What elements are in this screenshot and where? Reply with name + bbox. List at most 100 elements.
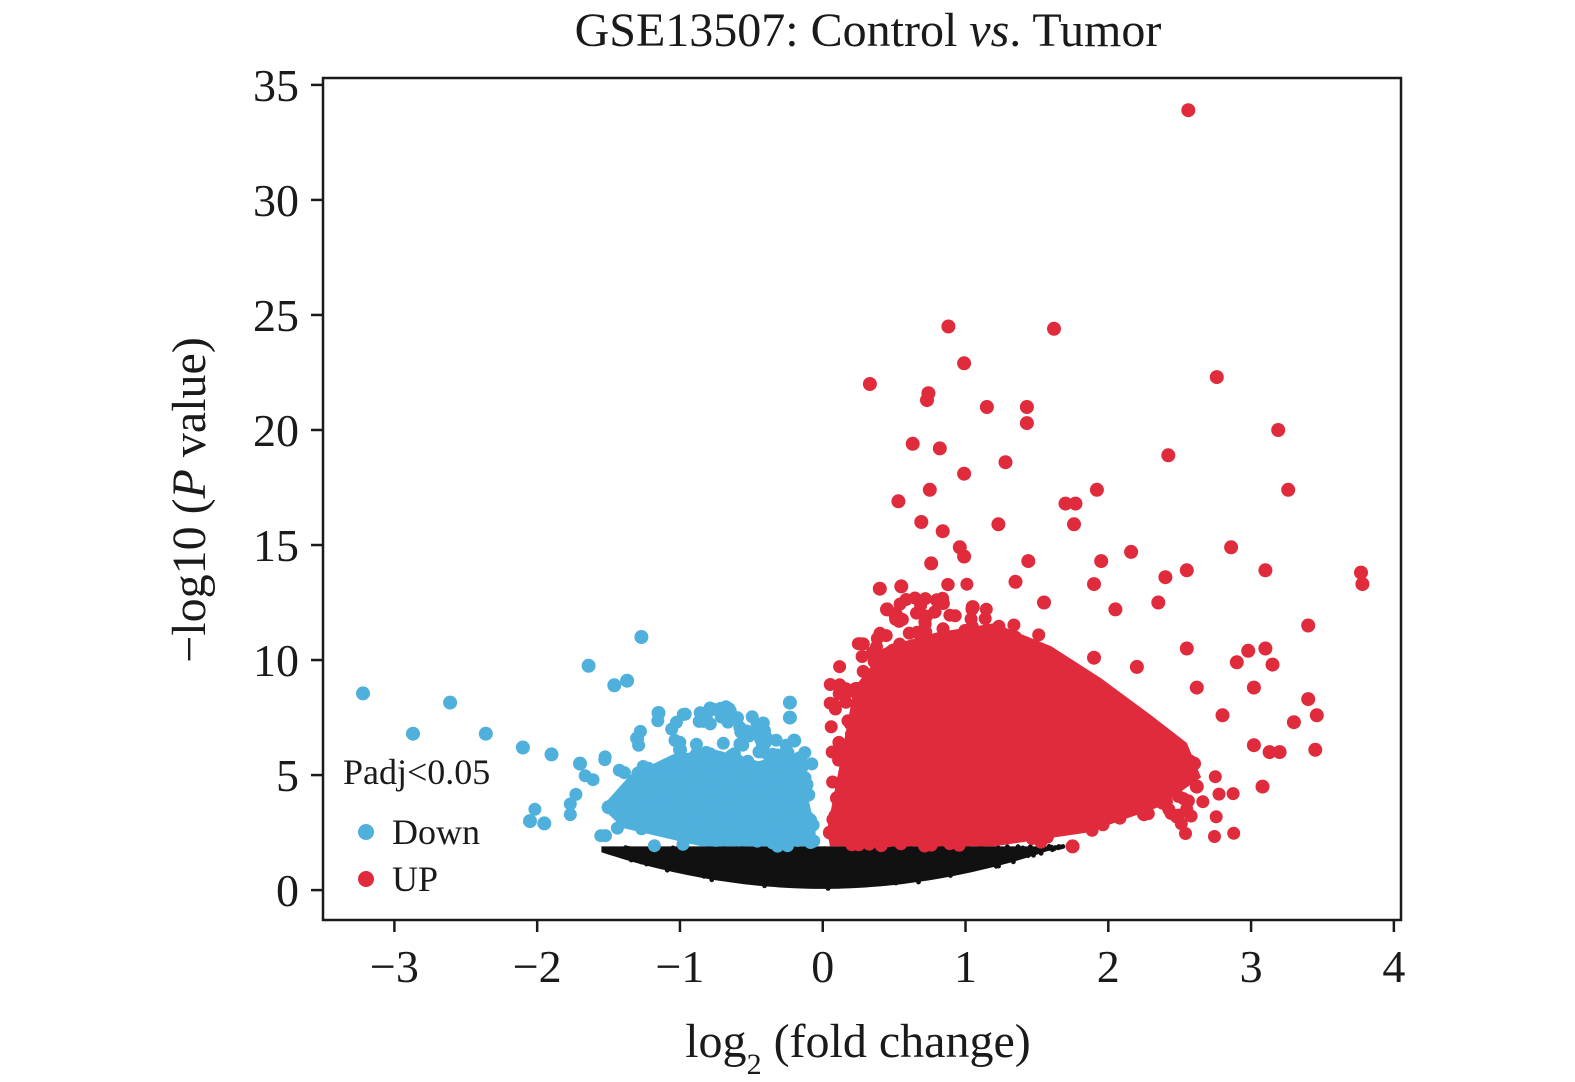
ns-point bbox=[786, 863, 792, 869]
ns-point bbox=[1020, 845, 1026, 851]
down-point bbox=[807, 834, 820, 848]
ns-point bbox=[957, 857, 963, 863]
up-point bbox=[918, 617, 932, 631]
ns-point bbox=[739, 858, 744, 864]
ns-point bbox=[773, 858, 779, 863]
down-point bbox=[678, 707, 692, 721]
up-point bbox=[960, 577, 974, 591]
down-point bbox=[669, 715, 683, 729]
up-data-point bbox=[965, 600, 980, 615]
ns-point bbox=[714, 856, 720, 862]
up-point bbox=[941, 804, 955, 818]
down-point bbox=[740, 724, 754, 738]
up-point bbox=[824, 720, 838, 734]
ns-point bbox=[972, 848, 978, 854]
ns-point bbox=[710, 859, 715, 865]
ns-point bbox=[952, 858, 957, 864]
up-point bbox=[833, 660, 847, 674]
up-point bbox=[906, 656, 920, 670]
ns-point bbox=[802, 862, 808, 868]
down-data-point bbox=[356, 686, 370, 701]
up-data-point bbox=[1124, 544, 1139, 559]
ns-point bbox=[849, 856, 855, 862]
up-point bbox=[891, 648, 905, 662]
up-data-point bbox=[858, 832, 873, 847]
ns-point bbox=[675, 859, 680, 865]
down-point bbox=[676, 837, 690, 851]
up-point bbox=[1022, 792, 1036, 806]
legend: Padj<0.05 Down UP bbox=[343, 752, 490, 899]
ns-point bbox=[808, 856, 814, 862]
down-data-point bbox=[620, 673, 635, 688]
up-data-point bbox=[1271, 423, 1286, 437]
down-point bbox=[723, 785, 737, 799]
up-point bbox=[912, 640, 926, 654]
ns-point bbox=[953, 863, 959, 868]
up-point bbox=[891, 610, 905, 624]
up-data-point bbox=[1281, 482, 1296, 497]
ns-point bbox=[845, 876, 851, 882]
ns-point bbox=[901, 865, 907, 871]
ns-point bbox=[687, 860, 692, 866]
ns-point bbox=[644, 861, 649, 867]
down-point bbox=[673, 822, 687, 836]
down-data-point bbox=[581, 658, 596, 673]
up-data-point bbox=[1301, 692, 1316, 707]
up-point bbox=[1208, 830, 1221, 843]
ns-point bbox=[992, 852, 998, 858]
up-data-point bbox=[887, 779, 902, 794]
up-point bbox=[1089, 789, 1103, 803]
x-tick-label: 1 bbox=[954, 941, 977, 992]
up-point bbox=[918, 592, 932, 606]
down-point bbox=[806, 818, 820, 832]
up-point bbox=[888, 791, 902, 805]
down-data-point bbox=[715, 809, 730, 824]
down-data-point bbox=[651, 706, 666, 720]
x-tick-label: −3 bbox=[370, 941, 419, 992]
up-point bbox=[973, 758, 987, 772]
ns-point bbox=[622, 849, 627, 854]
up-point bbox=[856, 664, 870, 678]
ns-point bbox=[861, 869, 867, 875]
ns-point bbox=[993, 863, 999, 869]
ns-point bbox=[701, 873, 707, 879]
down-data-point bbox=[758, 818, 773, 833]
down-point bbox=[678, 765, 692, 779]
up-point bbox=[918, 839, 932, 853]
ns-point bbox=[906, 857, 911, 862]
y-axis-label: −log10 (P value) bbox=[163, 337, 216, 663]
up-point bbox=[1140, 772, 1153, 786]
ns-point bbox=[856, 876, 862, 882]
up-data-point bbox=[1215, 708, 1230, 723]
up-point bbox=[931, 774, 945, 787]
up-point bbox=[841, 752, 855, 766]
down-point bbox=[687, 773, 701, 787]
up-point bbox=[978, 656, 992, 670]
down-data-point bbox=[634, 630, 649, 644]
down-data-point bbox=[787, 733, 802, 748]
up-point bbox=[1062, 750, 1076, 764]
up-data-point bbox=[924, 556, 939, 571]
down-point bbox=[563, 808, 577, 822]
ns-point bbox=[833, 879, 839, 885]
up-point bbox=[980, 696, 994, 710]
down-point bbox=[784, 821, 797, 834]
ns-point bbox=[796, 881, 802, 887]
down-data-point bbox=[730, 756, 745, 771]
ns-point bbox=[942, 850, 948, 855]
up-point bbox=[1043, 754, 1057, 767]
ns-point bbox=[1058, 844, 1063, 850]
down-data-point bbox=[782, 695, 797, 710]
up-point bbox=[1080, 781, 1094, 795]
down-point bbox=[598, 750, 612, 764]
up-point bbox=[1076, 796, 1090, 810]
up-point bbox=[888, 675, 902, 689]
ns-point bbox=[671, 855, 677, 860]
up-point bbox=[857, 770, 871, 783]
up-point bbox=[962, 824, 976, 837]
up-point bbox=[943, 608, 957, 622]
up-point bbox=[901, 771, 915, 785]
up-point bbox=[839, 695, 853, 709]
down-data-point bbox=[515, 740, 530, 755]
up-data-point bbox=[1065, 839, 1080, 854]
